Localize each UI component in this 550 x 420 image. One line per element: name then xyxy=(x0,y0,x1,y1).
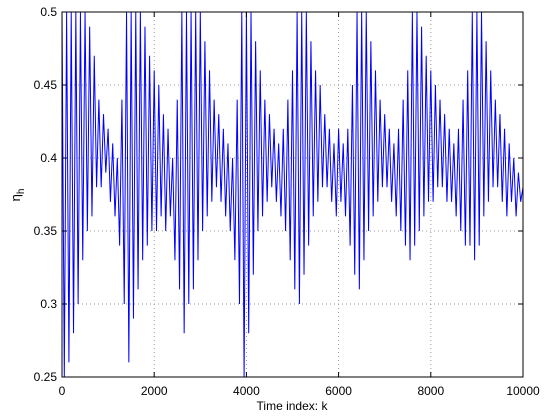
y-tick-label: 0.3 xyxy=(40,297,57,311)
x-tick-label: 6000 xyxy=(325,384,352,398)
y-tick-label: 0.35 xyxy=(34,224,58,238)
axes-box xyxy=(61,11,524,378)
x-tick-label: 0 xyxy=(59,384,66,398)
x-axis-label: Time index: k xyxy=(257,399,329,413)
x-tick-label: 10000 xyxy=(506,384,540,398)
y-tick-label: 0.4 xyxy=(40,151,57,165)
plot-area xyxy=(62,12,523,377)
y-axis-label-main: η xyxy=(8,194,23,201)
data-line xyxy=(62,12,523,377)
x-tick-label: 4000 xyxy=(233,384,260,398)
x-tick-label: 8000 xyxy=(417,384,444,398)
y-tick-label: 0.5 xyxy=(40,5,57,19)
y-tick-label: 0.25 xyxy=(34,370,58,384)
y-axis-label-sub: h xyxy=(16,189,27,195)
ticks: 0 2000 4000 6000 8000 10000 0.25 0.3 0.35 0.4 0.45… xyxy=(34,5,540,398)
y-axis-label: ηh xyxy=(8,189,27,202)
y-tick-label: 0.45 xyxy=(34,78,58,92)
x-tick-label: 2000 xyxy=(141,384,168,398)
